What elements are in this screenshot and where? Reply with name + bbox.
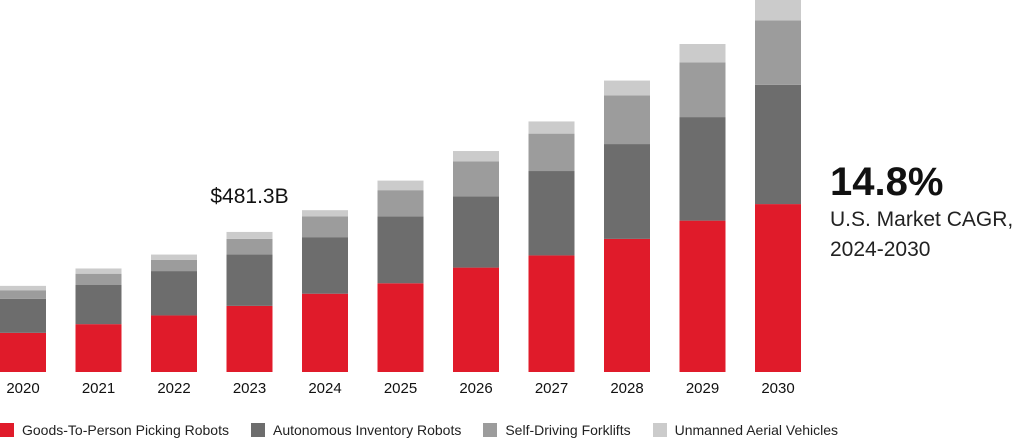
- bar-segment-2023-4: [226, 231, 273, 239]
- x-tick-label: 2030: [761, 380, 794, 397]
- cagr-label-line1: U.S. Market CAGR,: [830, 208, 1014, 231]
- x-tick-label: 2025: [384, 380, 417, 397]
- legend-item: Goods-To-Person Picking Robots: [0, 422, 229, 438]
- bar-segment-2022-3: [151, 259, 197, 272]
- legend-swatch: [251, 422, 265, 437]
- bar-segment-2026-2: [453, 196, 499, 268]
- legend-item: Self-Driving Forklifts: [483, 421, 631, 438]
- bar-segment-2026-3: [453, 161, 499, 197]
- bar-segment-2029-3: [679, 62, 726, 118]
- bar-segment-2024-2: [302, 237, 348, 294]
- cagr-label-line2: 2024-2030: [830, 238, 931, 261]
- legend-item: Autonomous Inventory Robots: [251, 422, 461, 438]
- bar-segment-2027-2: [528, 171, 575, 256]
- legend-swatch: [0, 422, 14, 437]
- legend-label: Unmanned Aerial Vehicles: [674, 421, 839, 438]
- cagr-callout: 14.8% U.S. Market CAGR, 2024-2030: [830, 160, 1013, 264]
- bar-segment-2020-1: [0, 332, 46, 372]
- legend-item: Unmanned Aerial Vehicles: [652, 421, 839, 438]
- x-tick-label: 2024: [308, 380, 341, 397]
- bar-segment-2021-1: [75, 324, 122, 372]
- bar-segment-2030-4: [755, 0, 801, 21]
- bar-segment-2027-4: [528, 121, 575, 134]
- bar-segment-2027-1: [528, 255, 575, 372]
- bar-segment-2030-2: [755, 84, 801, 205]
- bar-segment-2030-3: [755, 20, 801, 85]
- x-tick-label: 2022: [157, 380, 190, 397]
- bar-segment-2028-1: [604, 238, 650, 372]
- bar-segment-2021-4: [75, 268, 122, 274]
- bar-segment-2025-1: [377, 283, 424, 372]
- bar-segment-2025-3: [377, 190, 424, 217]
- x-tick-label: 2029: [686, 380, 719, 397]
- bar-segment-2022-1: [151, 315, 197, 372]
- legend-label: Self-Driving Forklifts: [505, 421, 631, 438]
- bar-segment-2024-1: [302, 293, 348, 372]
- bar-segment-2028-3: [604, 95, 650, 145]
- bar-segment-2026-4: [453, 151, 499, 162]
- x-tick-label: 2023: [233, 380, 266, 397]
- bar-segment-2027-3: [528, 133, 575, 172]
- legend-label: Autonomous Inventory Robots: [273, 421, 462, 438]
- bar-segment-2028-2: [604, 144, 650, 239]
- chart-legend: Goods-To-Person Picking Robots Autonomous…: [0, 420, 860, 439]
- bar-annotation: $481.3B: [210, 185, 288, 208]
- bar-segment-2029-4: [679, 44, 726, 63]
- bar-segment-2030-1: [755, 204, 801, 372]
- cagr-value: 14.8%: [830, 160, 944, 204]
- x-tick-label: 2020: [6, 380, 39, 397]
- x-tick-label: 2028: [610, 380, 643, 397]
- bar-segment-2020-3: [0, 290, 46, 299]
- bar-segment-2021-2: [75, 285, 122, 325]
- bar-segment-2022-4: [151, 254, 197, 260]
- bar-segment-2023-3: [226, 238, 273, 255]
- bar-segment-2020-2: [0, 298, 46, 333]
- bar-segment-2023-1: [226, 305, 273, 372]
- bar-segment-2020-4: [0, 285, 46, 291]
- bar-segment-2022-2: [151, 271, 197, 316]
- bar-segment-2021-3: [75, 273, 122, 285]
- legend-label: Goods-To-Person Picking Robots: [22, 421, 229, 438]
- bar-segment-2025-4: [377, 180, 424, 191]
- bar-segment-2029-1: [679, 220, 726, 372]
- bar-segment-2028-4: [604, 80, 650, 96]
- bar-segment-2023-2: [226, 254, 273, 306]
- x-tick-label: 2027: [535, 380, 568, 397]
- bar-segment-2024-3: [302, 216, 348, 238]
- bar-segment-2026-1: [453, 267, 499, 372]
- x-tick-label: 2026: [459, 380, 492, 397]
- x-tick-label: 2021: [82, 380, 115, 397]
- legend-swatch: [652, 422, 667, 437]
- legend-swatch: [483, 422, 498, 437]
- bar-segment-2024-4: [302, 210, 348, 217]
- bar-segment-2025-2: [377, 216, 424, 284]
- bar-segment-2029-2: [679, 117, 726, 221]
